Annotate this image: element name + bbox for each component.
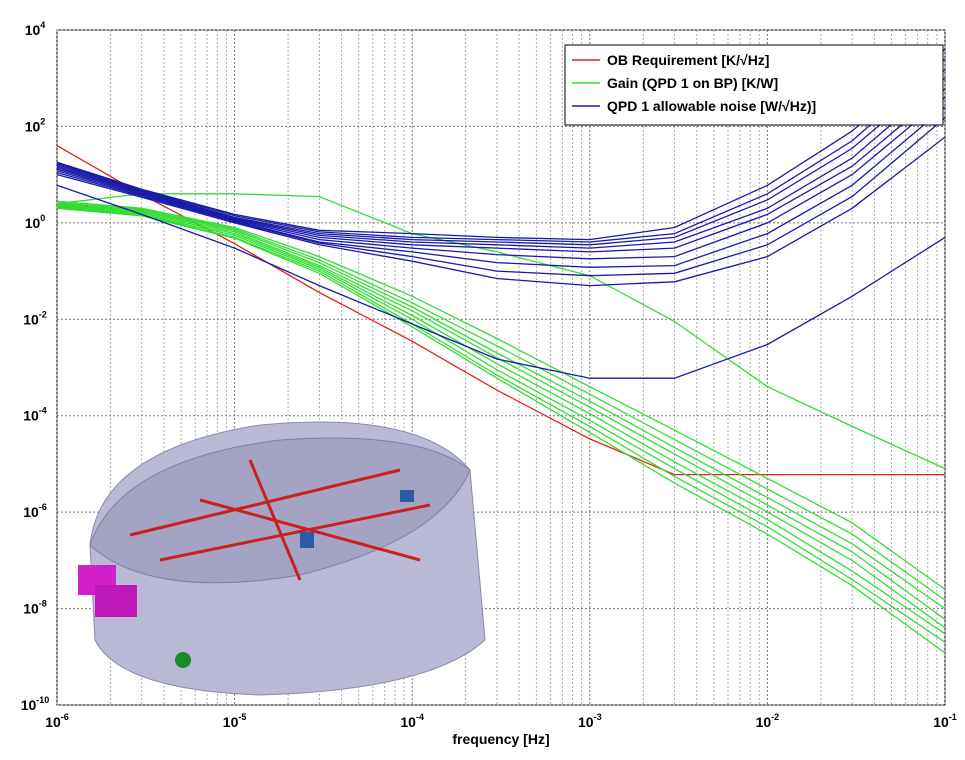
legend-label: Gain (QPD 1 on BP) [K/W] <box>607 75 778 91</box>
tick-exponent: -1 <box>949 712 957 722</box>
tick-label: 10-2 <box>23 309 47 327</box>
tick-label: 100 <box>25 213 46 231</box>
tick-label: 10-6 <box>45 712 69 730</box>
tick-base: 10 <box>756 714 772 730</box>
tick-base: 10 <box>23 601 39 617</box>
tick-exponent: -6 <box>61 712 69 722</box>
tick-base: 10 <box>25 22 41 38</box>
tick-exponent: 2 <box>40 116 45 126</box>
tick-base: 10 <box>23 504 39 520</box>
tick-exponent: -6 <box>39 502 47 512</box>
tick-exponent: -8 <box>39 599 47 609</box>
tick-base: 10 <box>933 714 949 730</box>
tick-exponent: -4 <box>39 406 47 416</box>
tick-label: 10-2 <box>756 712 780 730</box>
tick-base: 10 <box>25 215 41 231</box>
tick-base: 10 <box>25 118 41 134</box>
tick-label: 102 <box>25 116 46 134</box>
legend: OB Requirement [K/√Hz] Gain (QPD 1 on BP)… <box>565 45 943 125</box>
tick-label: 10-3 <box>578 712 602 730</box>
x-axis-label: frequency [Hz] <box>452 731 549 747</box>
tick-exponent: -2 <box>39 309 47 319</box>
tick-exponent: -2 <box>771 712 779 722</box>
tick-exponent: 0 <box>40 213 45 223</box>
tick-exponent: -4 <box>416 712 424 722</box>
tick-exponent: -3 <box>594 712 602 722</box>
legend-label: QPD 1 allowable noise [W/√Hz)] <box>607 98 816 114</box>
tick-label: 10-10 <box>21 695 50 713</box>
chart: OB Requirement [K/√Hz] Gain (QPD 1 on BP)… <box>0 0 965 755</box>
tick-label: 104 <box>25 20 46 38</box>
tick-label: 10-8 <box>23 599 47 617</box>
tick-base: 10 <box>578 714 594 730</box>
tick-exponent: -5 <box>238 712 246 722</box>
tick-base: 10 <box>400 714 416 730</box>
tick-label: 10-6 <box>23 502 47 520</box>
legend-label: OB Requirement [K/√Hz] <box>607 52 769 68</box>
tick-base: 10 <box>45 714 61 730</box>
tick-exponent: -10 <box>36 695 49 705</box>
tick-label: 10-4 <box>400 712 424 730</box>
tick-label: 10-1 <box>933 712 957 730</box>
tick-base: 10 <box>23 311 39 327</box>
tick-label: 10-4 <box>23 406 47 424</box>
tick-label: 10-5 <box>223 712 247 730</box>
tick-base: 10 <box>223 714 239 730</box>
tick-base: 10 <box>21 697 37 713</box>
tick-base: 10 <box>23 408 39 424</box>
tick-exponent: 4 <box>40 20 45 30</box>
